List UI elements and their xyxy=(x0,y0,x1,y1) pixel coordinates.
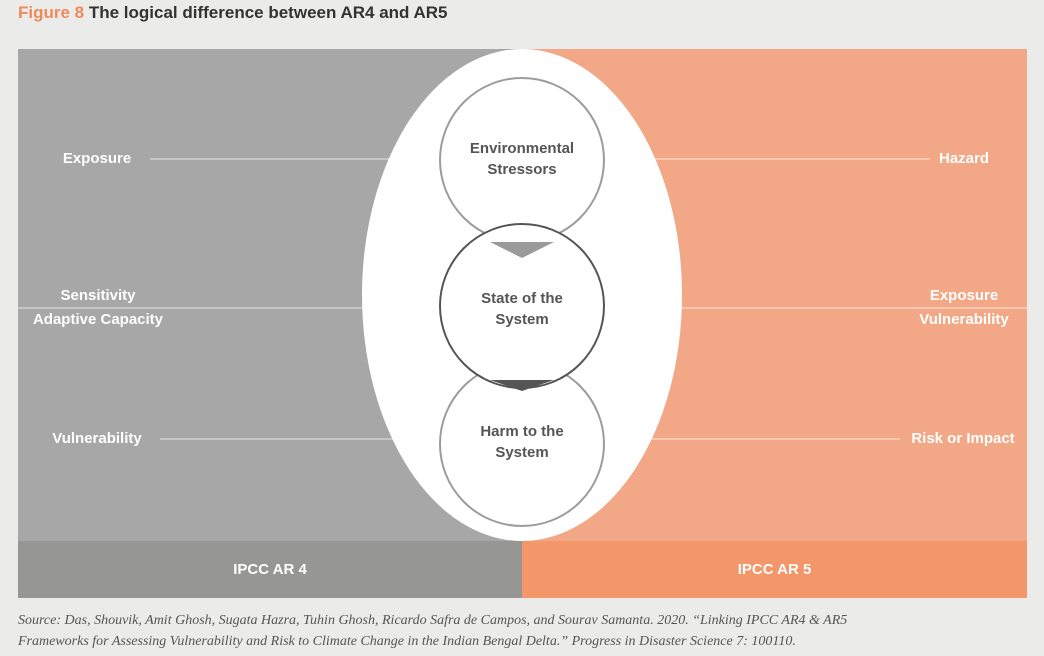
figure-title-text: The logical difference between AR4 and A… xyxy=(88,3,448,22)
circle-1-line-2: Stressors xyxy=(487,161,557,178)
circle-2-line-1: State of the xyxy=(481,290,563,307)
ar4-footer-bar: IPCC AR 4 xyxy=(18,541,522,598)
circle-3-line-1: Harm to the xyxy=(480,423,564,440)
circle-3-line-2: System xyxy=(495,444,549,461)
ar4-label-vulnerability: Vulnerability xyxy=(52,430,142,447)
ar5-label-risk-impact: Risk or Impact xyxy=(911,430,1015,447)
source-line-2: Frameworks for Assessing Vulnerability a… xyxy=(18,634,796,649)
circle-1-text: Environmental Stressors xyxy=(447,138,597,180)
ar4-label-sensitivity: Sensitivity Adaptive Capacity xyxy=(18,284,178,332)
ar5-label-exposure-line-2: Vulnerability xyxy=(919,311,1009,328)
ar5-footer-bar: IPCC AR 5 xyxy=(522,541,1027,598)
ar5-label-hazard: Hazard xyxy=(938,150,990,167)
circle-2-text: State of the System xyxy=(447,288,597,330)
ar5-label-exposure-line-1: Exposure xyxy=(929,287,999,304)
arrow-down-1 xyxy=(490,242,554,258)
diagram-graphics xyxy=(18,49,1027,541)
source-citation: Source: Das, Shouvik, Amit Ghosh, Sugata… xyxy=(18,610,1028,652)
figure-title: Figure 8 The logical difference between … xyxy=(18,3,448,23)
source-line-1: Source: Das, Shouvik, Amit Ghosh, Sugata… xyxy=(18,613,848,628)
ar5-footer-label: IPCC AR 5 xyxy=(737,561,812,578)
circle-2-line-2: System xyxy=(495,311,549,328)
ar4-footer-label: IPCC AR 4 xyxy=(233,561,307,578)
arrow-down-2 xyxy=(490,380,554,391)
ar4-label-sensitivity-line-1: Sensitivity xyxy=(60,287,136,304)
ar4-label-exposure: Exposure xyxy=(62,150,132,167)
ar4-label-sensitivity-line-2: Adaptive Capacity xyxy=(32,311,164,328)
ar5-label-exposure-vulnerability: Exposure Vulnerability xyxy=(904,284,1024,332)
figure-number: Figure 8 xyxy=(18,3,85,22)
diagram: IPCC AR 4 IPCC AR 5 Environmental Stress… xyxy=(18,49,1027,598)
circle-1-line-1: Environmental xyxy=(469,140,575,157)
circle-3-text: Harm to the System xyxy=(447,421,597,463)
